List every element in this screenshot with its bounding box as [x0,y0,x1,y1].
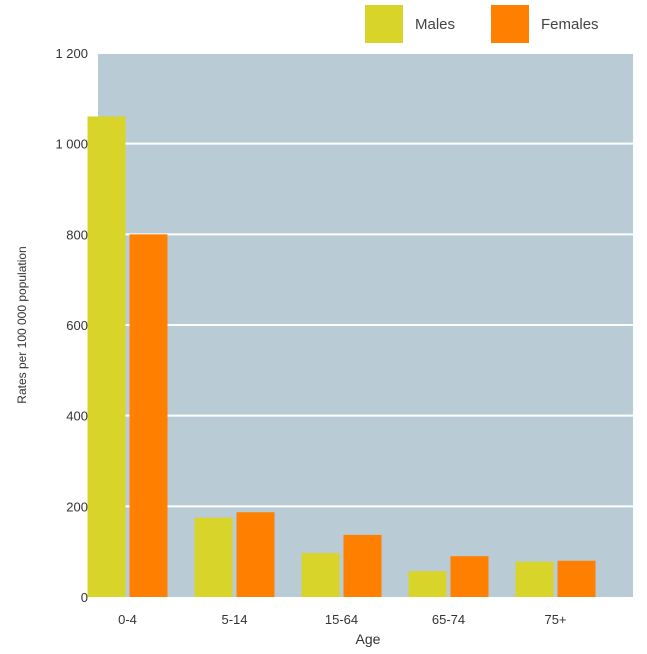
bar-females-15-64 [343,534,382,597]
x-tick-label: 75+ [544,612,566,627]
bar-males-65-74 [408,571,447,597]
legend-swatch-females [491,5,530,43]
legend-swatch-males [365,5,403,43]
legend-label-females: Females [541,15,599,33]
legend-item-females: Females [491,5,629,43]
chart-legend: Males Females [365,5,635,43]
y-tick-label: 1 200 [55,46,88,61]
y-tick-label: 600 [66,318,88,333]
bar-females-5-14 [236,512,275,597]
bar-males-0-4 [87,116,126,597]
x-axis-label: Age [356,631,381,647]
bar-males-75+ [515,561,554,597]
bar-females-0-4 [129,234,168,598]
bar-males-15-64 [301,553,340,597]
y-tick-label: 0 [81,590,88,605]
bar-females-65-74 [450,556,489,597]
y-tick-label: 400 [66,409,88,424]
legend-label-males: Males [415,15,456,33]
x-tick-label: 15-64 [325,612,358,627]
y-tick-label: 200 [66,499,88,514]
bar-males-5-14 [194,517,233,597]
y-tick-label: 1 000 [55,137,88,152]
y-tick-label: 800 [66,227,88,242]
legend-item-males: Males [365,5,485,43]
x-tick-label: 5-14 [221,612,247,627]
x-tick-label: 0-4 [118,612,137,627]
x-tick-label: 65-74 [432,612,465,627]
y-axis-label: Rates per 100 000 population [15,246,29,403]
bar-females-75+ [557,560,596,597]
